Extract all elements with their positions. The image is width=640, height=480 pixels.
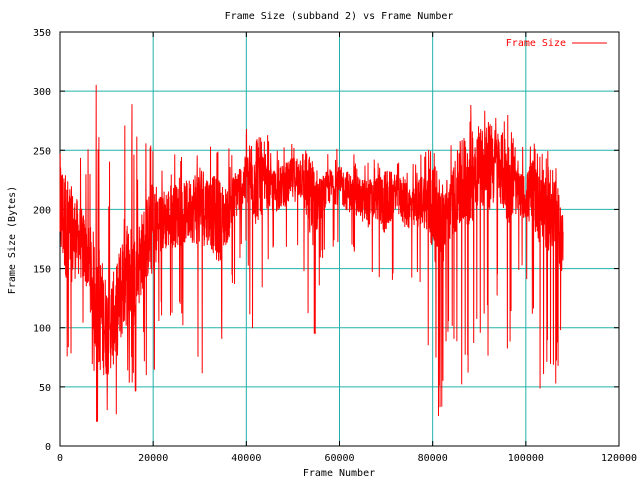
y-axis-label: Frame Size (Bytes) (7, 186, 18, 294)
legend-label-frame-size: Frame Size (506, 38, 566, 49)
y-tick-label: 100 (33, 324, 51, 335)
x-tick-label: 0 (57, 453, 63, 464)
x-axis-label: Frame Number (303, 468, 375, 479)
y-tick-label: 0 (45, 442, 51, 453)
x-tick-label: 60000 (324, 453, 354, 464)
x-tick-label: 80000 (418, 453, 448, 464)
legend: Frame Size (506, 38, 607, 49)
series-line-frame-size (59, 84, 564, 422)
y-axis-ticks: 0 50 100 150 200 250 300 350 (33, 28, 619, 453)
chart-title: Frame Size (subband 2) vs Frame Number (225, 11, 454, 22)
x-axis-ticks: 0 20000 40000 60000 80000 100000 120000 (57, 32, 637, 464)
grid-lines (60, 32, 619, 446)
y-tick-label: 250 (33, 146, 51, 157)
x-tick-label: 100000 (508, 453, 544, 464)
x-tick-label: 120000 (601, 453, 637, 464)
x-tick-label: 40000 (231, 453, 261, 464)
y-tick-label: 350 (33, 28, 51, 39)
y-tick-label: 200 (33, 205, 51, 216)
x-tick-label: 20000 (138, 453, 168, 464)
y-tick-label: 300 (33, 87, 51, 98)
y-tick-label: 50 (39, 383, 51, 394)
y-tick-label: 150 (33, 265, 51, 276)
